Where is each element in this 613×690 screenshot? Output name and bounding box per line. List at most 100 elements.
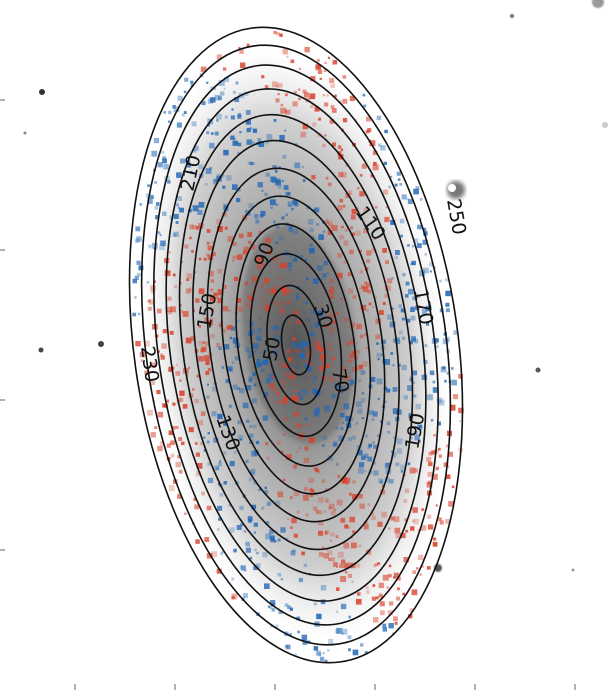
residual-pixel [366, 250, 372, 256]
residual-pixel [327, 649, 330, 652]
residual-pixel [388, 185, 391, 189]
residual-pixel [316, 223, 320, 226]
residual-pixel [277, 93, 280, 96]
residual-pixel [296, 450, 299, 453]
residual-pixel [387, 610, 393, 616]
residual-pixel [371, 596, 376, 601]
residual-pixel [299, 352, 302, 355]
residual-pixel [198, 341, 203, 346]
residual-pixel [316, 613, 322, 620]
residual-pixel [294, 162, 301, 169]
residual-pixel [372, 164, 379, 171]
residual-pixel [401, 317, 405, 321]
residual-pixel [359, 174, 363, 177]
residual-pixel [185, 337, 192, 344]
residual-pixel [344, 571, 348, 574]
residual-pixel [177, 397, 182, 402]
residual-pixel [271, 288, 276, 294]
residual-pixel [245, 110, 251, 115]
residual-pixel [363, 228, 369, 234]
contour-ellipse [128, 26, 464, 664]
residual-pixel [277, 572, 282, 577]
residual-pixel [251, 398, 258, 404]
residual-pixel [407, 385, 413, 391]
residual-pixel [275, 241, 279, 244]
residual-pixel [322, 652, 325, 655]
residual-pixel [218, 517, 221, 521]
residual-pixel [394, 527, 401, 534]
residual-pixel [386, 388, 391, 393]
residual-pixel [347, 635, 352, 640]
residual-pixel [253, 480, 258, 485]
residual-pixel [446, 465, 450, 469]
residual-pixel [187, 163, 191, 168]
residual-pixel [348, 648, 351, 652]
residual-pixel [290, 550, 296, 556]
residual-pixel [224, 115, 228, 119]
residual-pixel [384, 129, 388, 134]
residual-pixel [292, 549, 296, 553]
residual-pixel [427, 394, 433, 401]
residual-pixel [282, 478, 286, 482]
residual-pixel [293, 228, 299, 234]
residual-pixel [377, 397, 380, 400]
residual-pixel [261, 506, 265, 510]
residual-pixel [386, 586, 389, 589]
residual-pixel [239, 388, 245, 394]
residual-pixel [199, 442, 203, 445]
residual-pixel [419, 198, 423, 201]
residual-pixel [340, 148, 344, 151]
residual-pixel [237, 434, 244, 441]
residual-pixel [309, 227, 314, 232]
residual-pixel [252, 372, 256, 376]
residual-pixel [294, 653, 297, 656]
residual-pixel [324, 498, 329, 502]
residual-pixel [320, 353, 327, 360]
residual-pixel [281, 450, 284, 454]
residual-pixel [352, 649, 359, 656]
residual-pixel [271, 325, 277, 331]
contour-ellipse [266, 284, 326, 406]
residual-pixel [352, 295, 357, 299]
residual-pixel [285, 109, 291, 115]
residual-pixel [376, 342, 379, 345]
residual-pixel [214, 94, 221, 101]
residual-pixel [167, 306, 173, 312]
residual-pixel [408, 614, 413, 619]
residual-pixel [210, 317, 214, 322]
residual-pixel [218, 462, 222, 467]
residual-pixel [349, 516, 355, 523]
residual-pixel [254, 214, 259, 219]
residual-pixel [351, 350, 356, 355]
residual-pixel [366, 590, 370, 594]
residual-pixel [257, 142, 261, 146]
residual-pixel [210, 288, 214, 292]
residual-pixel [236, 254, 242, 260]
residual-pixel [299, 342, 303, 346]
residual-pixel [356, 563, 361, 568]
residual-pixel [329, 119, 335, 124]
residual-pixel [252, 343, 259, 349]
residual-pixel [287, 605, 291, 609]
residual-pixel [278, 235, 284, 241]
residual-pixel [248, 376, 253, 380]
residual-pixel [355, 349, 360, 354]
residual-pixel [167, 270, 171, 274]
residual-pixel [412, 381, 416, 385]
residual-pixel [206, 241, 210, 245]
residual-pixel [154, 426, 158, 429]
residual-pixel [315, 468, 319, 472]
residual-pixel [258, 488, 261, 491]
residual-pixel [299, 353, 305, 359]
residual-pixel [258, 230, 262, 234]
residual-pixel [211, 551, 218, 558]
residual-pixel [154, 181, 157, 184]
residual-pixel [446, 444, 449, 448]
residual-pixel [412, 507, 418, 513]
residual-pixel [318, 530, 323, 536]
residual-pixel [191, 250, 194, 253]
residual-pixel [227, 236, 234, 242]
residual-pixel [359, 503, 365, 509]
residual-pixel [237, 254, 243, 260]
residual-pixel [161, 343, 167, 349]
